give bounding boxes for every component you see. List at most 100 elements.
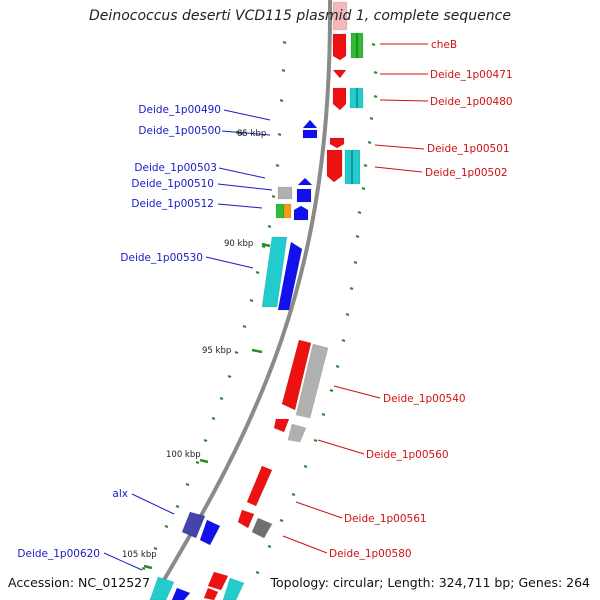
gene-cheB-a <box>332 33 347 61</box>
scale-tick-42 <box>267 544 272 549</box>
gene-label-left-7: Deide_1p00620 <box>17 548 100 560</box>
gene-label-right-6: Deide_1p00560 <box>366 449 449 461</box>
leader-left-6 <box>131 493 175 515</box>
topology-label: Topology: circular; Length: 324,711 bp; … <box>270 575 591 590</box>
scale-label-0: 85 kbp <box>237 129 266 139</box>
scale-tick-34 <box>341 338 346 343</box>
scale-label-3: 100 kbp <box>166 450 201 460</box>
scale-tick-28 <box>361 186 366 191</box>
scale-major-tick-2 <box>199 458 209 464</box>
scale-tick-6 <box>267 224 272 229</box>
leader-right-6 <box>317 439 365 455</box>
gene-1p00530-a <box>261 236 288 308</box>
gene-1p00560-a <box>273 418 290 433</box>
gene-label-right-0: cheB <box>431 39 457 51</box>
gene-alx-a <box>181 511 206 539</box>
gene-1p00561 <box>246 465 273 507</box>
scale-tick-9 <box>249 298 254 303</box>
leader-right-8 <box>282 535 328 554</box>
gene-label-left-2: Deide_1p00503 <box>134 162 217 174</box>
scale-tick-41 <box>279 518 284 523</box>
scale-tick-19 <box>164 524 169 529</box>
leader-left-4 <box>217 203 263 209</box>
gene-1p00510-a <box>277 186 293 200</box>
scale-tick-40 <box>291 492 296 497</box>
gene-label-left-0: Deide_1p00490 <box>138 104 221 116</box>
map-title: Deinococcus deserti VCD115 plasmid 1, co… <box>89 8 511 24</box>
scale-tick-7 <box>261 244 266 249</box>
scale-ticks <box>141 40 378 575</box>
gene-1p00540-a <box>281 339 312 411</box>
gene-label-right-3: Deide_1p00501 <box>427 143 510 155</box>
gene-1p00502-a <box>326 149 343 183</box>
scale-tick-29 <box>357 210 362 215</box>
gene-1p00480-a <box>332 87 347 111</box>
scale-tick-1 <box>281 68 286 73</box>
scale-tick-4 <box>275 163 280 168</box>
leader-right-2 <box>379 99 429 102</box>
leader-left-2 <box>218 167 266 179</box>
scale-tick-24 <box>373 94 378 99</box>
gene-label-left-5: Deide_1p00530 <box>120 252 203 264</box>
scale-tick-25 <box>369 116 374 121</box>
leader-left-0 <box>223 109 271 121</box>
gene-1p00620-b <box>171 587 191 600</box>
scale-tick-18 <box>175 504 180 509</box>
gene-bottom-b <box>222 577 245 600</box>
scale-tick-38 <box>313 438 318 443</box>
scale-tick-43 <box>255 570 260 575</box>
scale-tick-10 <box>242 324 247 329</box>
scale-tick-32 <box>349 286 354 291</box>
scale-tick-17 <box>185 482 190 487</box>
scale-tick-26 <box>367 140 372 145</box>
scale-label-4: 105 kbp <box>122 550 157 560</box>
gene-bottom-a <box>207 571 229 591</box>
scale-tick-20 <box>153 546 158 551</box>
gene-label-left-4: Deide_1p00512 <box>131 198 214 210</box>
scale-tick-39 <box>303 464 308 469</box>
leader-left-3 <box>217 183 273 191</box>
scale-tick-23 <box>373 70 378 75</box>
gene-label-left-3: Deide_1p00510 <box>131 178 214 190</box>
scale-tick-31 <box>353 260 358 265</box>
gene-1p00560-b <box>287 423 307 443</box>
scale-tick-0 <box>282 40 287 45</box>
gene-label-left-6: alx <box>112 488 128 500</box>
scale-tick-37 <box>321 412 326 417</box>
leader-left-7 <box>103 552 143 571</box>
gene-1p00501 <box>329 137 345 149</box>
accession-label: Accession: NC_012527 <box>8 575 151 590</box>
scale-tick-16 <box>195 460 200 465</box>
scale-tick-33 <box>345 312 350 317</box>
scale-tick-2 <box>279 98 284 103</box>
gene-alx-b <box>199 519 221 546</box>
leader-right-3 <box>374 144 425 150</box>
gene-1p00512-a <box>275 203 285 219</box>
scale-tick-12 <box>227 374 232 379</box>
gene-label-right-8: Deide_1p00580 <box>329 548 412 560</box>
gene-1p00580-a <box>237 509 255 529</box>
scale-major-tick-1 <box>251 348 263 354</box>
scale-labels: 85 kbp 90 kbp 95 kbp 100 kbp 105 kbp <box>122 129 266 560</box>
gene-label-right-4: Deide_1p00502 <box>425 167 508 179</box>
gene-1p00471 <box>332 69 347 79</box>
scale-tick-22 <box>371 42 376 47</box>
scale-label-2: 95 kbp <box>202 346 231 356</box>
plasmid-backbone <box>150 0 333 600</box>
leader-right-5 <box>333 385 381 399</box>
gene-label-right-7: Deide_1p00561 <box>344 513 427 525</box>
gene-top-ghost <box>332 1 348 31</box>
gene-label-left-1: Deide_1p00500 <box>138 125 221 137</box>
leader-left-1 <box>221 130 271 136</box>
gene-1p00510-b <box>296 188 312 203</box>
leader-right-7 <box>295 501 343 519</box>
gene-1p00500 <box>302 129 318 139</box>
scale-tick-5 <box>271 194 276 199</box>
gene-features <box>149 1 364 600</box>
gene-bottom-c <box>203 587 219 600</box>
scale-label-1: 90 kbp <box>224 239 253 249</box>
scale-tick-21 <box>141 566 146 571</box>
scale-tick-30 <box>355 234 360 239</box>
gene-1p00512-c <box>293 205 309 221</box>
